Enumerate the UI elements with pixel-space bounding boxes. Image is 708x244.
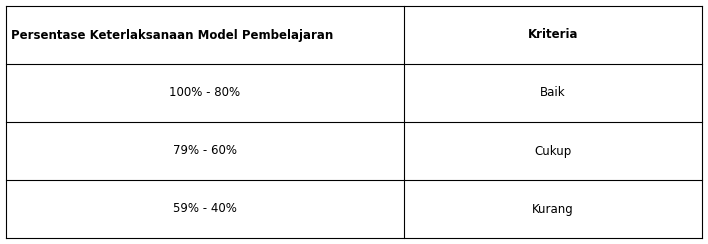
Text: Cukup: Cukup: [535, 144, 571, 157]
Text: Kurang: Kurang: [532, 203, 574, 215]
Text: 100% - 80%: 100% - 80%: [169, 87, 241, 100]
Text: Baik: Baik: [540, 87, 566, 100]
Text: 59% - 40%: 59% - 40%: [173, 203, 237, 215]
Text: Kriteria: Kriteria: [527, 29, 578, 41]
Text: 79% - 60%: 79% - 60%: [173, 144, 237, 157]
Text: Persentase Keterlaksanaan Model Pembelajaran: Persentase Keterlaksanaan Model Pembelaj…: [11, 29, 333, 41]
